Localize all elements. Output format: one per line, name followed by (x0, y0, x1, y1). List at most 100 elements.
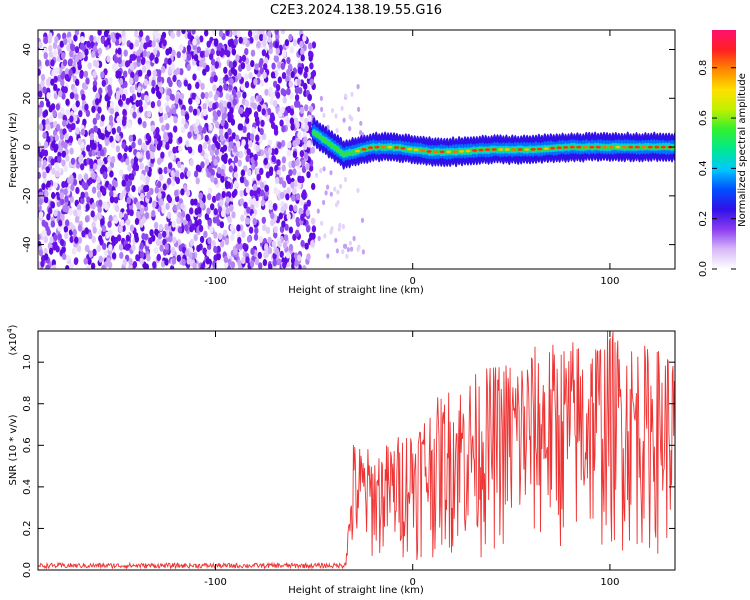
spectrogram-noise-point (88, 232, 93, 240)
spectrogram-noise-point (286, 177, 292, 185)
spectrogram-noise-point (92, 70, 97, 78)
spectrogram-noise-point (198, 125, 203, 133)
spectrogram-noise-point (63, 225, 69, 233)
spectrogram-noise-point (138, 69, 143, 77)
spectrogram-noise-point (329, 191, 333, 197)
spectrogram-noise-point (279, 119, 284, 127)
spectrogram-noise-point (231, 190, 236, 199)
spectrogram-noise-point (260, 119, 265, 127)
spectrogram-noise-point (218, 77, 224, 85)
spectrogram-noise-point (196, 46, 201, 54)
spectrogram-noise-point (92, 142, 97, 150)
spectrogram-noise-point (96, 176, 101, 184)
spectrogram-noise-point (236, 30, 241, 38)
spectrogram-noise-point (207, 219, 212, 227)
spectrogram-noise-point (141, 216, 147, 224)
spectrogram-panel: -100 0 100 -40 -20 0 20 40 Height of straight … (8, 29, 676, 296)
spectrogram-noise-point (299, 40, 304, 49)
spectrogram-noise-point (350, 246, 354, 252)
spectrogram-noise-point (186, 63, 191, 72)
spectrogram-noise-point (270, 112, 275, 120)
spectrogram-peak-point (511, 148, 517, 151)
spectrogram-noise-point (64, 205, 69, 213)
spectrogram-noise-point (176, 254, 181, 262)
spectrogram-noise-point (174, 175, 180, 183)
spectrogram-noise-point (84, 103, 89, 111)
spectrogram-peak-point (621, 145, 627, 149)
spectrogram-noise-point (300, 239, 305, 248)
spectrogram-noise-point (243, 73, 249, 81)
spectrogram-noise-point (101, 225, 107, 233)
spectrogram-noise-point (173, 116, 178, 124)
spectrogram-noise-point (256, 30, 262, 36)
spectrogram-noise-point (61, 52, 66, 60)
spectrogram-noise-point (171, 198, 176, 206)
spectrogram-noise-point (286, 187, 291, 195)
spectrogram-noise-point (233, 180, 239, 188)
y-tick-label: 0.0 (22, 562, 33, 578)
spectrogram-noise-point (195, 38, 201, 46)
y-tick-label: -40 (22, 236, 33, 252)
spectrogram-noise-point (203, 230, 208, 238)
spectrogram-noise-point (81, 93, 86, 101)
snr-y-label: SNR (10 * v/v) (8, 414, 19, 485)
spectrogram-noise-point (281, 164, 286, 172)
spectrogram-noise-point (223, 83, 228, 91)
spectrogram-noise-point (295, 159, 300, 167)
spectrogram-peak-point (361, 148, 367, 151)
spectrogram-noise-point (307, 42, 313, 50)
spectrogram-noise-point (274, 247, 280, 255)
spectrogram-noise-point (58, 90, 63, 98)
spectrogram-noise-point (326, 253, 330, 259)
spectrogram-noise-point (137, 138, 142, 146)
spectrogram-noise-point (91, 202, 96, 210)
spectrogram-noise-point (334, 202, 339, 208)
spectrogram-noise-point (229, 141, 234, 149)
spectrogram-noise-point (121, 141, 126, 150)
spectrogram-noise-point (225, 92, 230, 101)
spectrogram-noise-point (178, 145, 183, 153)
spectrogram-noise-point (168, 235, 173, 243)
spectrogram-noise-point (229, 78, 234, 86)
spectrogram-noise-point (288, 80, 293, 88)
spectrogram-noise-point (233, 38, 238, 46)
spectrogram-noise-point (76, 203, 82, 211)
spectrogram-noise-point (141, 56, 146, 65)
spectrogram-noise-point (115, 145, 121, 153)
spectrogram-noise-point (57, 111, 62, 120)
spectrogram-noise-point (166, 88, 171, 96)
spectrogram-noise-point (290, 181, 295, 189)
spectrogram-noise-point (216, 109, 221, 117)
y-tick-label: 0 (22, 144, 33, 150)
spectrogram-noise-point (52, 109, 57, 117)
spectrogram-noise-point (316, 208, 320, 214)
spectrogram-noise-point (262, 259, 268, 267)
spectrogram-noise-point (89, 161, 94, 169)
spectrogram-peak-point (576, 145, 582, 149)
spectrogram-noise-point (215, 193, 220, 201)
spectrogram-noise-point (176, 217, 181, 225)
spectrogram-noise-point (247, 30, 253, 38)
spectrogram-noise-point (108, 77, 113, 85)
spectrogram-noise-point (251, 162, 256, 171)
spectrogram-noise-point (192, 38, 197, 46)
spectrogram-noise-point (135, 254, 140, 262)
spectrogram-noise-point (285, 251, 291, 259)
spectrogram-noise-point (261, 216, 266, 224)
spectrogram-noise-point (121, 189, 127, 197)
spectrogram-noise-point (184, 113, 190, 121)
spectrogram-noise-point (199, 60, 204, 68)
spectrogram-noise-point (266, 107, 272, 116)
spectrogram-noise-point (139, 251, 145, 259)
spectrogram-noise-point (192, 262, 197, 269)
spectrogram-noise-point (46, 180, 51, 188)
spectrogram-noise-point (306, 199, 311, 207)
spectrogram-noise-point (253, 78, 258, 86)
spectrogram-noise-point (114, 56, 119, 64)
spectrogram-noise-point (165, 105, 170, 113)
spectrogram-noise-point (259, 34, 264, 42)
spectrogram-noise-point (104, 94, 109, 102)
spectrogram-noise-point (256, 173, 261, 181)
spectrogram-noise-point (149, 144, 154, 152)
spectrogram-noise-point (275, 84, 281, 92)
